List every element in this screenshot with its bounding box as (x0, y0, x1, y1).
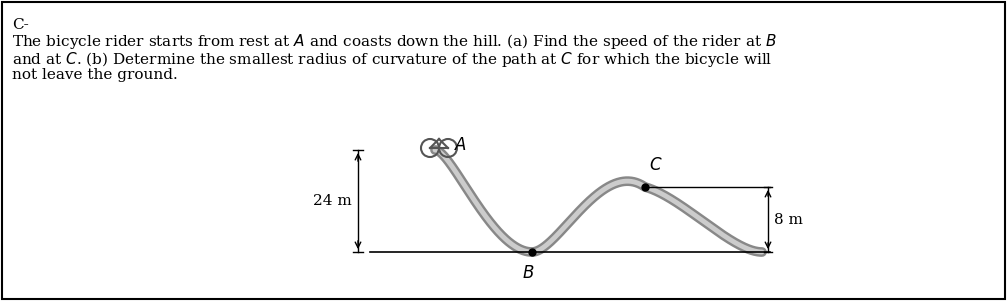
Text: C-: C- (12, 18, 29, 32)
Text: The bicycle rider starts from rest at $A$ and coasts down the hill. (a) Find the: The bicycle rider starts from rest at $A… (12, 32, 776, 51)
Text: 24 m: 24 m (313, 194, 352, 208)
Text: 8 m: 8 m (774, 213, 803, 226)
Text: $A$: $A$ (454, 138, 467, 154)
Text: not leave the ground.: not leave the ground. (12, 68, 178, 82)
Text: and at $C$. (b) Determine the smallest radius of curvature of the path at $C$ fo: and at $C$. (b) Determine the smallest r… (12, 50, 772, 69)
Text: $C$: $C$ (649, 157, 663, 174)
Text: $B$: $B$ (522, 265, 534, 282)
